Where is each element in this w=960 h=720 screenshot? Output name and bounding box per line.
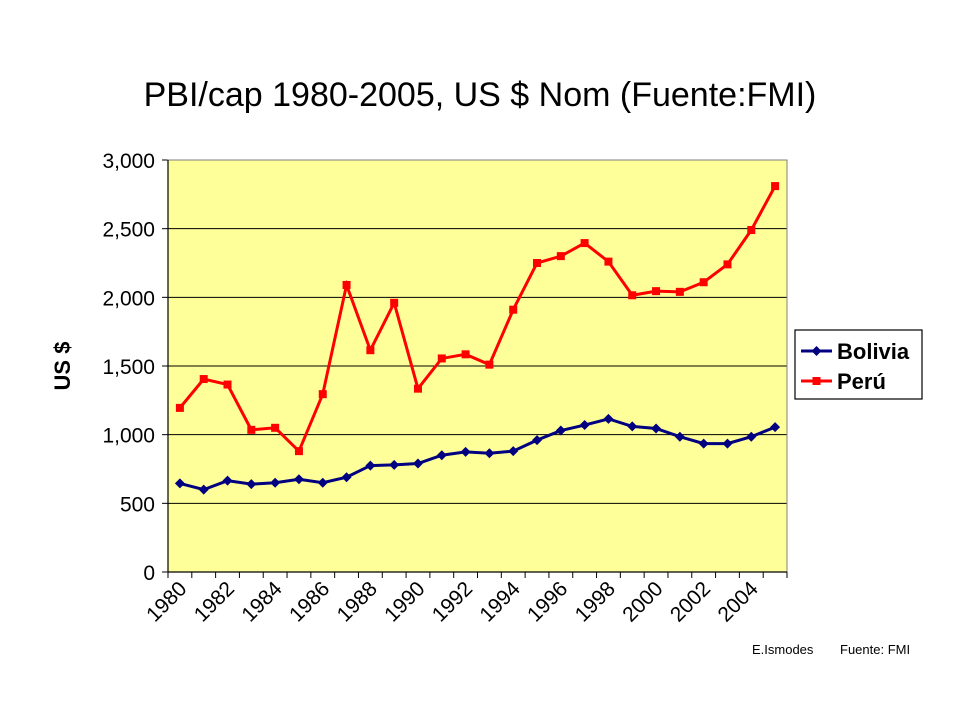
data-point-bolivia xyxy=(174,478,185,489)
x-tick-labels: 1980198219841986198819901992199419961998… xyxy=(142,577,763,627)
data-point-bolivia xyxy=(722,438,733,449)
x-tick-label: 2002 xyxy=(666,577,715,626)
data-point-peru xyxy=(437,354,446,363)
axes xyxy=(162,159,788,578)
data-point-peru xyxy=(485,360,494,369)
data-point-bolivia xyxy=(436,450,447,461)
data-point-peru xyxy=(699,278,708,287)
x-tick-label: 2000 xyxy=(618,577,667,626)
data-point-bolivia xyxy=(508,446,519,457)
legend-bolivia-marker xyxy=(811,346,822,356)
y-tick-label: 500 xyxy=(120,493,155,516)
data-point-peru xyxy=(723,260,732,269)
legend-box xyxy=(794,329,923,400)
data-point-peru xyxy=(318,390,327,399)
data-point-bolivia xyxy=(412,458,423,469)
data-point-bolivia xyxy=(627,421,638,432)
y-tick-label: 0 xyxy=(143,562,155,585)
data-point-bolivia xyxy=(317,477,328,488)
credit-source: Fuente: FMI xyxy=(840,642,910,657)
data-point-bolivia xyxy=(246,479,257,490)
data-point-bolivia xyxy=(198,484,209,495)
data-point-peru xyxy=(533,259,542,267)
data-point-peru xyxy=(604,257,613,266)
y-axis-label: US $ xyxy=(50,342,75,391)
data-point-peru xyxy=(390,298,399,307)
data-point-peru xyxy=(413,384,422,393)
x-tick-label: 1982 xyxy=(190,577,239,626)
data-point-bolivia xyxy=(674,431,685,442)
y-tick-label: 2,000 xyxy=(102,287,155,310)
data-point-peru xyxy=(247,425,256,434)
data-point-peru xyxy=(509,305,518,314)
legend: Bolivia Perú xyxy=(794,329,923,400)
data-point-peru xyxy=(652,287,661,296)
data-point-bolivia xyxy=(293,474,304,485)
data-point-peru xyxy=(771,182,780,191)
data-point-peru xyxy=(556,252,565,261)
data-point-bolivia xyxy=(389,459,400,470)
data-point-bolivia xyxy=(222,475,233,486)
x-tick-label: 2004 xyxy=(714,577,764,627)
data-point-bolivia xyxy=(341,472,352,483)
data-point-peru xyxy=(199,375,208,384)
data-point-bolivia xyxy=(770,422,781,433)
data-point-bolivia xyxy=(460,446,471,457)
data-point-bolivia xyxy=(532,435,543,446)
legend-peru-label: Perú xyxy=(837,369,886,394)
data-point-peru xyxy=(223,380,232,389)
legend-peru-marker xyxy=(812,377,821,385)
data-point-peru xyxy=(461,350,470,359)
data-point-bolivia xyxy=(651,423,662,434)
y-tick-labels: 0 500 1,000 1,500 2,000 2,500 3,000 xyxy=(102,150,155,585)
data-point-bolivia xyxy=(579,420,590,431)
y-tick-label: 2,500 xyxy=(102,219,155,242)
data-point-bolivia xyxy=(698,438,709,449)
data-point-bolivia xyxy=(603,413,614,424)
data-point-peru xyxy=(342,280,351,289)
data-point-bolivia xyxy=(484,448,495,459)
chart-title: PBI/cap 1980-2005, US $ Nom (Fuente:FMI) xyxy=(144,76,817,114)
x-tick-label: 1996 xyxy=(523,577,572,626)
data-point-peru xyxy=(366,346,375,355)
data-point-peru xyxy=(175,403,184,412)
x-tick-label: 1994 xyxy=(475,577,525,627)
data-point-bolivia xyxy=(555,425,566,436)
data-point-bolivia xyxy=(270,477,281,488)
x-tick-label: 1988 xyxy=(333,577,382,626)
data-point-peru xyxy=(580,239,589,248)
data-point-bolivia xyxy=(365,460,376,471)
y-tick-label: 1,000 xyxy=(102,425,155,448)
data-point-peru xyxy=(628,291,637,300)
legend-bolivia-label: Bolivia xyxy=(837,339,910,364)
x-tick-label: 1998 xyxy=(571,577,620,626)
x-tick-label: 1984 xyxy=(237,577,287,627)
x-tick-label: 1990 xyxy=(380,577,429,626)
data-point-peru xyxy=(294,447,303,456)
data-point-peru xyxy=(675,287,684,296)
series-lines xyxy=(174,182,781,495)
data-point-bolivia xyxy=(746,431,757,442)
y-tick-label: 3,000 xyxy=(102,150,155,173)
x-tick-label: 1992 xyxy=(428,577,477,626)
credit-author: E.Ismodes xyxy=(752,642,814,657)
data-point-peru xyxy=(271,423,280,432)
data-point-peru xyxy=(747,226,756,235)
x-tick-label: 1986 xyxy=(285,577,334,626)
y-tick-label: 1,500 xyxy=(102,356,155,379)
